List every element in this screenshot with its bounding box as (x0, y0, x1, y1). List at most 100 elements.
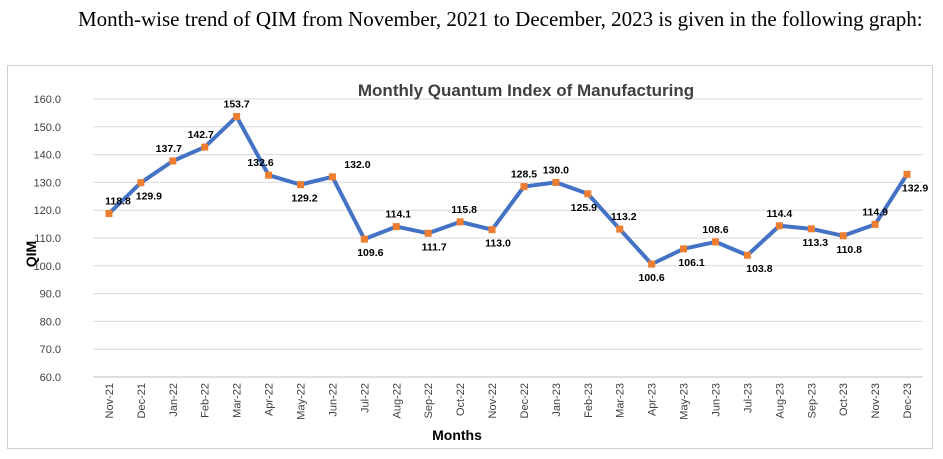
data-label-Aug-23: 114.4 (766, 208, 792, 220)
x-tick-label: Jul-23 (742, 383, 754, 413)
x-tick-label: Aug-23 (774, 383, 786, 418)
x-tick-label: Mar-22 (232, 383, 244, 418)
x-tick-label: Jan-23 (551, 383, 563, 417)
x-tick-label: Jul-22 (359, 383, 371, 413)
data-point-Nov-22 (488, 226, 496, 234)
series-line-qim (106, 114, 910, 267)
data-label-May-22: 129.2 (291, 193, 317, 205)
data-point-Nov-21 (105, 210, 113, 218)
data-point-Oct-23 (839, 232, 847, 240)
x-tick-label: Nov-22 (487, 383, 499, 418)
y-tick-label: 90.0 (40, 289, 61, 301)
x-tick-label: Mar-23 (615, 383, 627, 418)
data-point-Sep-23 (807, 225, 815, 233)
x-tick-label: Dec-21 (136, 383, 148, 418)
x-axis-title: Months (432, 427, 482, 443)
data-point-Jan-23 (552, 178, 560, 186)
data-point-Feb-22 (201, 143, 209, 151)
data-point-Jun-23 (712, 238, 719, 246)
gridlines (93, 98, 923, 378)
data-label-Jan-22: 137.7 (156, 143, 182, 155)
y-tick-label: 110.0 (34, 233, 61, 245)
data-point-Jan-22 (169, 157, 177, 165)
x-tick-label: Feb-22 (200, 383, 212, 418)
data-point-Aug-23 (775, 222, 783, 230)
x-tick-label: Feb-23 (583, 383, 595, 418)
x-tick-label: Jun-22 (327, 383, 339, 417)
x-tick-label: Oct-22 (455, 383, 467, 416)
x-tick-label: Nov-21 (104, 383, 116, 418)
data-label-Apr-22: 132.6 (247, 157, 273, 169)
data-label-Nov-21: 118.8 (105, 196, 131, 208)
x-tick-label: May-22 (296, 383, 308, 420)
qim-line-chart: 60.0 70.0 80.0 90.0 100.0 110.0 120.0 130.0 140.… (23, 81, 928, 443)
data-label-Mar-23: 113.2 (611, 211, 637, 223)
x-tick-label: Apr-22 (264, 383, 276, 416)
data-point-Sep-22 (424, 229, 432, 237)
data-label-Mar-22: 153.7 (224, 99, 250, 111)
data-label-Jul-22: 109.6 (357, 247, 383, 259)
data-label-Nov-23: 114.9 (862, 206, 888, 218)
data-point-Dec-22 (520, 183, 528, 191)
data-markers (105, 113, 911, 268)
chart-title: Monthly Quantum Index of Manufacturing (358, 81, 694, 100)
x-tick-label: Jan-22 (168, 383, 180, 417)
data-point-Nov-23 (871, 220, 879, 228)
intro-paragraph: Month-wise trend of QIM from November, 2… (78, 7, 923, 31)
data-point-May-22 (297, 181, 304, 189)
x-tick-label: Jun-23 (711, 383, 723, 417)
data-label-Sep-23: 113.3 (802, 237, 828, 249)
data-label-Nov-22: 113.0 (485, 238, 511, 250)
data-label-Dec-22: 128.5 (511, 169, 537, 181)
y-tick-label: 160.0 (33, 94, 61, 106)
data-labels: 118.8 129.9 137.7 142.7 153.7 132.6 129.2 132.0… (105, 99, 928, 285)
data-point-Jul-23 (743, 251, 751, 259)
data-label-Dec-21: 129.9 (136, 191, 162, 203)
data-point-Mar-23 (616, 225, 624, 233)
x-tick-label: Oct-23 (838, 383, 850, 416)
data-label-Jul-23: 103.8 (746, 263, 772, 275)
data-point-Oct-22 (456, 218, 464, 226)
y-tick-label: 120.0 (33, 205, 61, 217)
x-tick-label: May-23 (679, 383, 691, 420)
data-label-Feb-22: 142.7 (188, 129, 214, 141)
x-tick-label: Aug-22 (391, 383, 403, 418)
x-tick-label: Nov-23 (870, 383, 882, 418)
y-tick-label: 80.0 (40, 316, 61, 328)
y-axis-ticks: 60.0 70.0 80.0 90.0 100.0 110.0 120.0 130.0 140.… (33, 94, 61, 384)
data-point-Feb-23 (584, 190, 592, 198)
data-point-Aug-22 (392, 223, 400, 231)
data-point-Apr-22 (265, 171, 273, 179)
x-tick-label: Sep-22 (423, 383, 435, 418)
data-label-Jun-22: 132.0 (344, 159, 370, 171)
data-label-Sep-22: 111.7 (422, 241, 447, 253)
x-tick-label: Dec-22 (519, 383, 531, 418)
data-label-Oct-23: 110.8 (836, 244, 862, 256)
x-axis-ticks: Nov-21 Dec-21 Jan-22 Feb-22 Mar-22 Apr-22 May-… (104, 383, 914, 420)
data-point-Mar-22 (233, 113, 241, 121)
data-label-Feb-23: 125.9 (571, 202, 597, 214)
y-tick-label: 60.0 (40, 372, 61, 384)
data-point-Jun-22 (328, 173, 336, 181)
chart-frame: 60.0 70.0 80.0 90.0 100.0 110.0 120.0 130.0 140.… (7, 65, 933, 449)
data-label-Jan-23: 130.0 (543, 164, 569, 176)
data-label-Aug-22: 114.1 (385, 209, 411, 221)
data-label-Dec-23: 132.9 (902, 182, 928, 194)
y-tick-label: 70.0 (40, 344, 61, 356)
y-tick-label: 140.0 (33, 150, 61, 162)
y-tick-label: 130.0 (33, 177, 61, 189)
y-axis-title: QIM (23, 241, 39, 267)
y-tick-label: 150.0 (33, 122, 61, 134)
x-tick-label: Sep-23 (806, 383, 818, 418)
data-point-Jul-22 (360, 235, 368, 243)
data-point-May-23 (680, 245, 688, 253)
data-point-Dec-21 (137, 179, 145, 187)
data-point-Dec-23 (903, 170, 911, 178)
data-point-Apr-23 (648, 260, 656, 268)
data-label-Apr-23: 100.6 (639, 272, 665, 284)
x-tick-label: Dec-23 (902, 383, 914, 418)
data-label-May-23: 106.1 (678, 257, 704, 269)
y-tick-label: 100.0 (33, 261, 61, 273)
x-tick-label: Apr-23 (647, 383, 659, 416)
data-label-Jun-23: 108.6 (702, 224, 728, 236)
